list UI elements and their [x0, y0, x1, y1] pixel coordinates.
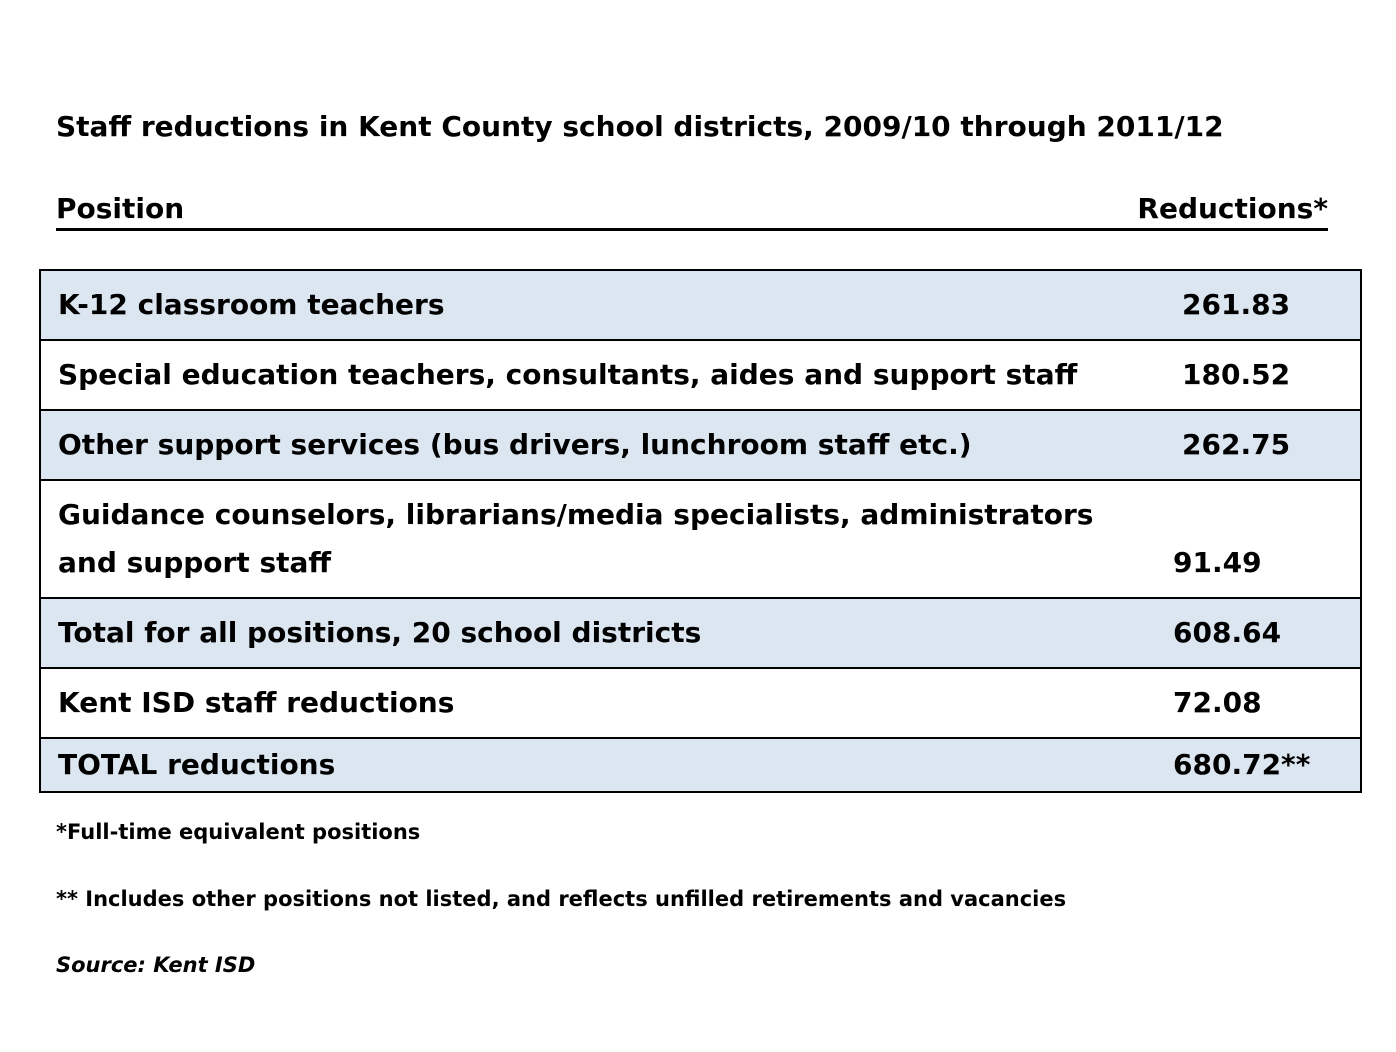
- table-header: Position Reductions*: [56, 192, 1328, 231]
- row-value: 91.49: [1138, 479, 1361, 599]
- includes-footnote: ** Includes other positions not listed, …: [56, 887, 1067, 911]
- row-value: 180.52: [1138, 339, 1361, 411]
- table-row: Special education teachers, consultants,…: [40, 339, 1361, 411]
- row-label: Total for all positions, 20 school distr…: [40, 597, 1138, 669]
- reductions-table: K-12 classroom teachers 261.83 Special e…: [39, 269, 1362, 793]
- row-label: Guidance counselors, librarians/media sp…: [40, 479, 1138, 599]
- row-value: 608.64: [1138, 597, 1361, 669]
- row-label: Other support services (bus drivers, lun…: [40, 409, 1138, 481]
- row-label: TOTAL reductions: [40, 737, 1138, 793]
- position-column-header: Position: [56, 192, 185, 225]
- table-row: Other support services (bus drivers, lun…: [40, 409, 1361, 481]
- source-note: Source: Kent ISD: [56, 953, 256, 977]
- table-row: Kent ISD staff reductions 72.08: [40, 667, 1361, 739]
- row-label-line-2: and support staff: [58, 546, 332, 579]
- page-title: Staff reductions in Kent County school d…: [56, 110, 1224, 143]
- row-label-line-1: Guidance counselors, librarians/media sp…: [58, 498, 1094, 531]
- row-label: K-12 classroom teachers: [40, 269, 1138, 341]
- row-label: Special education teachers, consultants,…: [40, 339, 1138, 411]
- table-row: TOTAL reductions 680.72**: [40, 737, 1361, 793]
- row-value: 261.83: [1138, 269, 1361, 341]
- fte-footnote: *Full-time equivalent positions: [56, 820, 421, 844]
- table-row: Total for all positions, 20 school distr…: [40, 597, 1361, 669]
- row-value: 262.75: [1138, 409, 1361, 481]
- row-value: 72.08: [1138, 667, 1361, 739]
- row-label: Kent ISD staff reductions: [40, 667, 1138, 739]
- table-row: K-12 classroom teachers 261.83: [40, 269, 1361, 341]
- table-row: Guidance counselors, librarians/media sp…: [40, 479, 1361, 599]
- reductions-column-header: Reductions*: [1137, 192, 1328, 225]
- row-value: 680.72**: [1138, 737, 1361, 793]
